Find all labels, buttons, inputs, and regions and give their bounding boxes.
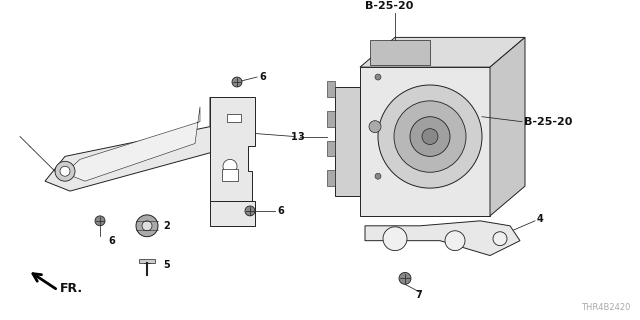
Circle shape xyxy=(394,101,466,172)
Circle shape xyxy=(369,121,381,132)
Text: 6: 6 xyxy=(259,72,266,82)
Bar xyxy=(327,111,335,127)
Circle shape xyxy=(375,74,381,80)
Polygon shape xyxy=(210,201,255,226)
Circle shape xyxy=(375,173,381,179)
Circle shape xyxy=(223,159,237,173)
Bar xyxy=(360,67,490,216)
Bar xyxy=(370,40,430,65)
Text: 2: 2 xyxy=(163,221,170,231)
Bar xyxy=(327,140,335,156)
Bar xyxy=(327,81,335,97)
Text: 6: 6 xyxy=(277,206,284,216)
Circle shape xyxy=(399,272,411,284)
Bar xyxy=(139,259,155,263)
Text: THR4B2420: THR4B2420 xyxy=(580,303,630,312)
Text: B-25-20: B-25-20 xyxy=(365,1,413,11)
Text: 3: 3 xyxy=(297,132,304,141)
Circle shape xyxy=(445,231,465,251)
Circle shape xyxy=(493,232,507,246)
Bar xyxy=(227,114,241,122)
Text: B-25-20: B-25-20 xyxy=(524,117,572,127)
Text: 1: 1 xyxy=(291,132,298,141)
Polygon shape xyxy=(45,97,215,191)
Bar xyxy=(222,169,238,181)
Circle shape xyxy=(142,221,152,231)
Circle shape xyxy=(232,77,242,87)
Text: 4: 4 xyxy=(537,214,544,224)
Circle shape xyxy=(410,117,450,156)
Polygon shape xyxy=(365,221,520,256)
Text: 7: 7 xyxy=(415,290,422,300)
Circle shape xyxy=(378,85,482,188)
Circle shape xyxy=(95,216,105,226)
Polygon shape xyxy=(210,97,255,201)
Bar xyxy=(327,170,335,186)
Bar xyxy=(335,87,360,196)
Circle shape xyxy=(136,215,158,237)
Circle shape xyxy=(422,129,438,145)
Polygon shape xyxy=(360,37,525,67)
Text: 5: 5 xyxy=(163,260,170,270)
Text: 6: 6 xyxy=(108,236,115,246)
Circle shape xyxy=(245,206,255,216)
Circle shape xyxy=(60,166,70,176)
Circle shape xyxy=(383,227,407,251)
Polygon shape xyxy=(490,37,525,216)
Polygon shape xyxy=(65,107,200,181)
Circle shape xyxy=(55,161,75,181)
Text: FR.: FR. xyxy=(60,282,83,295)
